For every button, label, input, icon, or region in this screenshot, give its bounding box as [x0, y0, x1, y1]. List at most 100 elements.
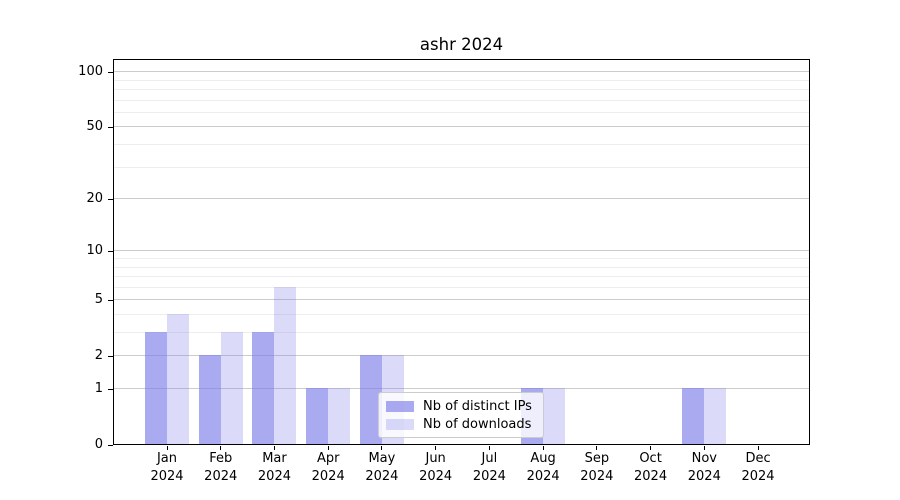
y-tick-label: 50 [86, 119, 103, 135]
x-tick-label-year: 2024 [741, 469, 775, 484]
x-tick [703, 446, 705, 450]
y-tick [108, 250, 113, 252]
bar-nb-of-downloads-jan [167, 314, 189, 444]
gridline-minor [114, 314, 809, 315]
legend-label-distinct-ips: Nb of distinct IPs [423, 398, 532, 414]
x-tick-label-year: 2024 [526, 469, 560, 484]
y-tick-label: 2 [94, 348, 103, 364]
y-tick-label: 20 [86, 191, 103, 207]
y-tick-label: 10 [86, 243, 103, 259]
x-tick-label-year: 2024 [419, 469, 453, 484]
legend-swatch-downloads [386, 418, 414, 430]
gridline-minor [114, 276, 809, 278]
x-tick [542, 446, 544, 450]
x-tick-label-year: 2024 [634, 469, 668, 484]
gridline-major [114, 126, 809, 128]
bar-nb-of-distinct-ips-nov [682, 388, 705, 444]
chart-title: ashr 2024 [419, 35, 504, 54]
gridline-major [114, 198, 809, 200]
x-tick-label-month: Sep [584, 451, 610, 466]
x-tick-label-month: Jul [481, 451, 498, 466]
gridline-major [114, 355, 809, 357]
x-tick-label-month: Jan [156, 451, 178, 466]
x-tick-label-year: 2024 [257, 469, 291, 484]
x-tick-label-month: Oct [639, 451, 662, 466]
x-tick-label: Mar 2024 [244, 450, 304, 486]
gridline-minor [114, 166, 809, 168]
gridline-minor [114, 332, 809, 334]
bar-nb-of-distinct-ips-may [359, 355, 382, 444]
bar-nb-of-downloads-feb [220, 332, 243, 444]
gridline-minor [114, 266, 809, 268]
x-tick [273, 446, 275, 450]
y-tick-label: 0 [94, 437, 103, 452]
legend: Nb of distinct IPs Nb of downloads [378, 392, 544, 438]
x-tick-label-year: 2024 [365, 469, 399, 484]
y-tick-label: 5 [94, 292, 103, 308]
legend-swatch-distinct-ips [386, 400, 414, 412]
x-tick-label: Aug 2024 [513, 450, 573, 486]
y-tick-label: 1 [94, 381, 103, 396]
y-tick [108, 71, 113, 73]
x-tick-label-month: Aug [530, 451, 556, 466]
x-tick-label: Apr 2024 [298, 450, 358, 486]
x-tick-label: Oct 2024 [621, 450, 681, 486]
x-tick-label: Nov 2024 [674, 450, 734, 486]
gridline-minor [114, 258, 809, 259]
x-tick-label-month: Dec [745, 451, 771, 466]
gridline-minor [114, 99, 809, 101]
bar-nb-of-distinct-ips-jan [145, 332, 167, 444]
x-tick-label-year: 2024 [150, 469, 184, 484]
legend-label-downloads: Nb of downloads [423, 416, 532, 432]
y-tick [108, 198, 113, 200]
x-tick-label: Jul 2024 [459, 450, 519, 486]
x-tick-label-month: Mar [262, 451, 287, 466]
x-tick-label: Dec 2024 [728, 450, 788, 486]
bar-nb-of-downloads-apr [328, 388, 351, 444]
x-tick-label: May 2024 [352, 450, 412, 486]
gridline-major [114, 388, 809, 390]
gridline-minor [114, 144, 809, 146]
x-tick-label-month: Apr [316, 451, 340, 466]
x-tick-label-month: Nov [691, 451, 717, 466]
gridline-minor [114, 286, 809, 288]
y-tick [108, 355, 113, 357]
x-tick-label-year: 2024 [204, 469, 238, 484]
gridline-minor [114, 111, 809, 113]
x-tick-label: Sep 2024 [567, 450, 627, 486]
gridline-minor [114, 89, 809, 91]
plot-area [113, 59, 810, 445]
x-tick [220, 446, 222, 450]
legend-item-distinct-ips: Nb of distinct IPs [386, 398, 535, 414]
bar-nb-of-distinct-ips-apr [306, 388, 329, 444]
x-tick [488, 446, 490, 450]
gridline-minor [114, 79, 809, 81]
bar-nb-of-distinct-ips-mar [252, 332, 275, 444]
x-tick [650, 446, 652, 450]
gridline-major [114, 71, 809, 73]
y-tick [108, 388, 113, 390]
gridline-major [114, 250, 809, 252]
y-tick [108, 444, 113, 446]
legend-item-downloads: Nb of downloads [386, 416, 535, 432]
x-tick-label-month: May [368, 451, 396, 466]
gridline-major [114, 299, 809, 301]
x-tick [757, 446, 759, 450]
x-tick-label-year: 2024 [580, 469, 614, 484]
bar-nb-of-downloads-nov [704, 388, 727, 444]
x-tick [166, 446, 168, 450]
x-tick-label: Jun 2024 [406, 450, 466, 486]
y-tick [108, 126, 113, 128]
x-tick [435, 446, 437, 450]
bar-nb-of-downloads-aug [543, 388, 566, 444]
x-tick-label-year: 2024 [687, 469, 721, 484]
x-tick [327, 446, 329, 450]
x-tick-label-year: 2024 [472, 469, 506, 484]
y-tick-label: 100 [78, 64, 103, 80]
x-tick [596, 446, 598, 450]
x-tick-label-month: Jun [425, 451, 446, 466]
bar-nb-of-distinct-ips-feb [198, 355, 221, 444]
x-tick-label-month: Feb [209, 451, 233, 466]
x-tick [381, 446, 383, 450]
